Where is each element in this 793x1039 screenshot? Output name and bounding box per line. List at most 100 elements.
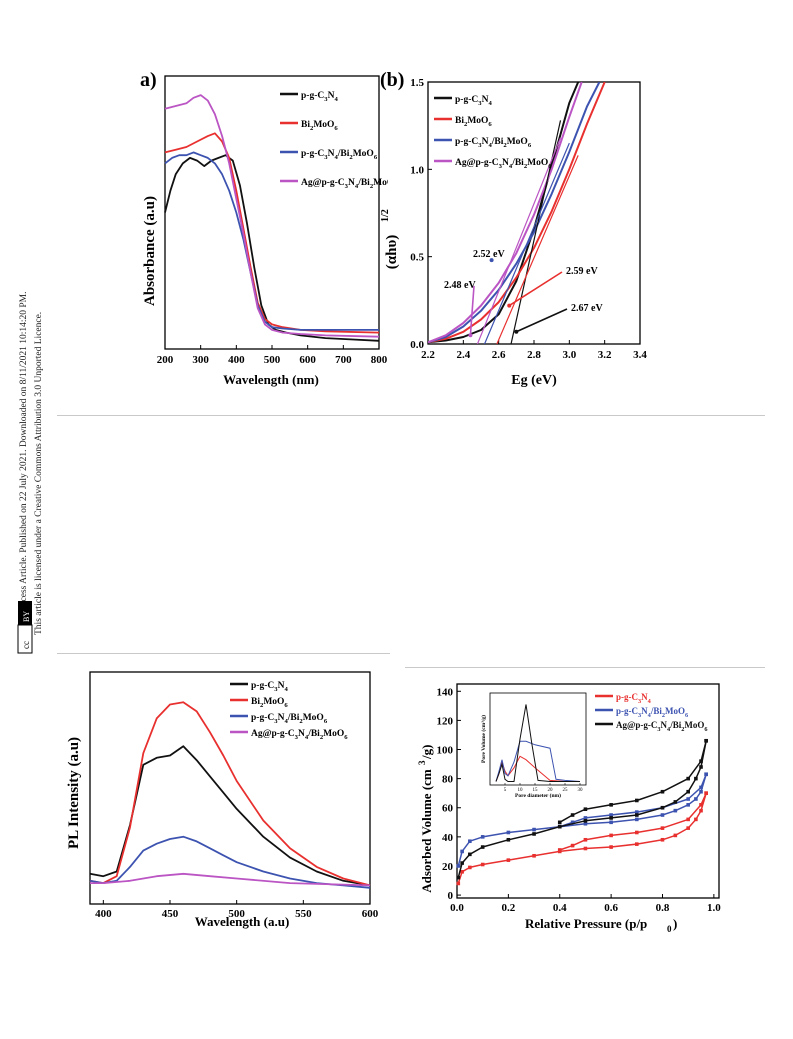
tauc-x-tick-label-3: 2.8	[527, 349, 541, 361]
pl-series-line-3	[90, 872, 371, 887]
bet-point-2-24	[557, 820, 562, 825]
bet-point-1-10	[660, 813, 665, 817]
bet-point-2-22	[583, 807, 588, 811]
uv-vis-svg: a) Absorbance (a.u) Wavelength (nm) 200 3…	[140, 69, 398, 387]
tauc-annotation-arrowhead-1	[468, 333, 473, 338]
bet-point-2-13	[694, 776, 698, 781]
bet-point-1-5	[532, 827, 536, 832]
bet-legend-label-2: Ag@p-g-C3​N4​/Bi2​MoO6​	[616, 720, 708, 733]
uv-x-tick-label-4: 600	[299, 354, 316, 366]
bet-point-0-19	[660, 826, 665, 830]
bet-point-1-0	[456, 864, 461, 868]
bet-legend-label-0: p-g-C3​N4​	[616, 692, 652, 705]
tauc-x-tick-label-4: 3.0	[562, 349, 576, 361]
bet-point-1-4	[506, 830, 511, 835]
tauc-annotation-arrowhead-0	[489, 258, 494, 263]
bet-inset-x-tick-label-3: 20	[548, 788, 554, 793]
pl-legend-label-3: Ag@p-g-C3​N4​/Bi2​MoO6​	[251, 729, 348, 741]
pl-svg: PL Intensity (a.u) Wavelength (a.u) 400 4…	[66, 671, 379, 929]
bet-point-2-10	[660, 805, 665, 810]
bet-y-tick-label-0: 0	[448, 890, 454, 902]
bet-point-2-18	[686, 776, 690, 781]
uv-plot-frame	[164, 75, 380, 350]
tauc-tangent-3	[476, 137, 562, 344]
pl-x-tick-label-3: 550	[295, 908, 312, 920]
tauc-chart: (b) (αhυ) 1/2 Eg (eV) 2.2 2.4 2.6 2.8 3.0 3.2…	[368, 62, 658, 397]
bet-point-2-23	[570, 813, 575, 817]
uv-series-line-1	[164, 132, 380, 334]
bet-point-2-16	[704, 738, 708, 743]
bet-series-line-1	[457, 773, 707, 867]
bet-inset-x-tick-label-2: 15	[533, 788, 539, 793]
bet-point-1-13	[694, 797, 698, 801]
bet-point-0-23	[570, 843, 575, 848]
bet-inset-frame	[489, 692, 587, 786]
bet-point-2-20	[635, 798, 639, 803]
tauc-tangent-2	[483, 142, 570, 344]
bet-point-0-9	[635, 842, 639, 846]
bet-chart: Adsorbed Volume (cm 3 /g) Relative Press…	[405, 676, 735, 941]
bet-x-tick-label-3: 0.6	[604, 902, 618, 914]
tauc-x-tick-label-1: 2.4	[456, 349, 470, 361]
pl-legend-label-0: p-g-C3​N4​	[251, 681, 288, 693]
bet-point-0-3	[480, 862, 485, 867]
pl-plot-frame	[89, 671, 371, 905]
divider-left	[57, 653, 390, 654]
pl-series-line-1	[89, 701, 371, 887]
bet-point-1-1	[460, 849, 464, 854]
bet-y-axis-label-group: Adsorbed Volume (cm 3 /g)	[417, 745, 434, 893]
bet-x-axis-label: Relative Pressure (p/p	[525, 916, 647, 931]
bet-point-2-0	[456, 875, 461, 880]
bet-point-1-7	[583, 821, 588, 826]
by-badge-text: BY	[22, 611, 31, 622]
tauc-annotation-arrow-1	[469, 285, 475, 336]
pl-chart: PL Intensity (a.u) Wavelength (a.u) 400 4…	[62, 668, 382, 938]
tauc-annotation-2: 2.59 eV	[566, 266, 598, 277]
bet-point-0-5	[532, 853, 536, 858]
bet-point-2-11	[673, 800, 678, 804]
bet-point-0-1	[460, 869, 464, 874]
bet-point-1-14	[699, 789, 703, 794]
by-badge-box	[18, 601, 32, 625]
bet-legend-label-1: p-g-C3​N4​/Bi2​MoO6​	[616, 706, 688, 719]
bet-point-1-18	[686, 797, 690, 801]
tauc-legend-label-2: p-g-C3​N4​/Bi2​MoO6​	[455, 137, 532, 149]
bet-point-1-11	[673, 808, 678, 813]
bet-point-0-16	[704, 791, 708, 795]
tauc-y-tick-label-1: 0.5	[410, 252, 424, 264]
bet-series-line-0	[457, 792, 707, 884]
cc-by-badge: cc BY	[17, 601, 33, 654]
bet-inset-x-tick-label-5: 30	[578, 788, 584, 793]
pl-y-axis-label: PL Intensity (a.u)	[66, 737, 82, 849]
bet-x-tick-label-4: 0.8	[656, 902, 670, 914]
bet-point-0-12	[686, 826, 690, 830]
bet-point-1-2	[468, 839, 472, 844]
bet-x-axis-label-group: Relative Pressure (p/p 0 )	[525, 916, 677, 934]
tauc-tangent-1	[496, 155, 579, 344]
bet-plot-frame	[456, 683, 720, 899]
bet-point-2-8	[609, 816, 613, 820]
pl-x-tick-label-2: 500	[228, 908, 245, 920]
tauc-annotation-arrow-3	[516, 308, 568, 333]
tauc-annotation-arrow-2	[508, 271, 563, 307]
tauc-y-axis-label: (αhυ)	[384, 235, 400, 270]
bet-y-axis-tail: /g)	[419, 745, 434, 760]
bet-point-0-17	[699, 803, 703, 807]
bet-point-2-7	[583, 819, 588, 823]
pl-x-tick-label-0: 400	[95, 908, 112, 920]
bet-y-axis-label: Adsorbed Volume (cm	[419, 769, 434, 893]
bet-x-tick-label-0: 0.0	[450, 902, 464, 914]
bet-point-2-2	[468, 852, 472, 857]
tauc-x-tick-label-2: 2.6	[492, 349, 506, 361]
tauc-series-line-0	[428, 82, 580, 344]
bet-point-0-8	[609, 845, 613, 849]
bet-x-tick-label-5: 1.0	[707, 902, 721, 914]
tauc-x-tick-label-6: 3.4	[633, 349, 647, 361]
bet-x-tick-label-1: 0.2	[501, 902, 515, 914]
bet-inset-series-2	[495, 704, 580, 782]
bet-point-1-8	[609, 820, 613, 825]
license-margin-note: Open Access Article. Published on 22 Jul…	[4, 195, 44, 655]
uv-legend-label-2: p-g-C3​N4​/Bi2​MoO6​	[301, 149, 378, 161]
uv-x-tick-label-5: 700	[335, 354, 352, 366]
bet-inset-x-tick-label-0: 5	[504, 788, 507, 793]
